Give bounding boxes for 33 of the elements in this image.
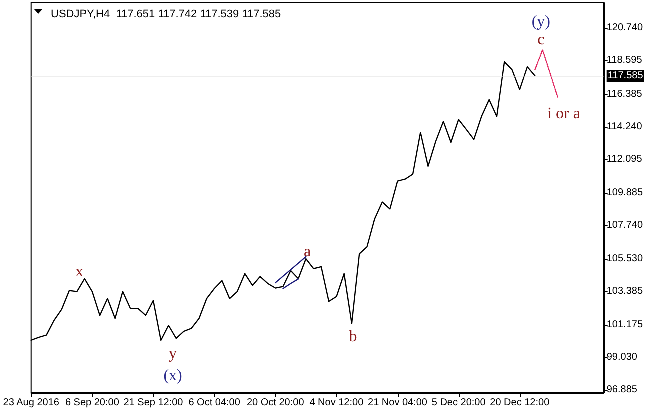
x-tick-label: 6 Sep 20:00 [65, 398, 120, 408]
annotation: (x) [164, 368, 182, 384]
annotation: b [349, 328, 358, 346]
line-series [275, 256, 307, 284]
annotation: (y) [532, 14, 550, 30]
y-tick-label: 120.740 [606, 22, 644, 34]
y-tick-label: 103.385 [606, 286, 644, 298]
x-tick-label: 20 Oct 20:00 [246, 398, 305, 408]
annotation: a [304, 244, 312, 260]
x-tick-label: 5 Dec 20:00 [432, 398, 486, 408]
y-tick-label: 96.885 [606, 384, 638, 396]
y-tick-label: 114.240 [606, 121, 643, 132]
y-tick-label: 105.530 [606, 254, 644, 265]
y-tick-label: 101.175 [606, 320, 644, 331]
ref-line-label: 117.585 [608, 70, 644, 82]
y-tick-label: 116.385 [606, 88, 643, 100]
x-tick-label: 6 Oct 04:00 [188, 398, 241, 408]
y-tick-label: 109.885 [606, 187, 644, 198]
x-tick-label: 21 Sep 12:00 [124, 398, 184, 408]
annotation: c [538, 32, 545, 48]
annotation: x [76, 264, 84, 280]
annotation: i or a [548, 106, 580, 122]
y-tick-label: 107.740 [606, 220, 644, 231]
y-tick-label: 112.095 [606, 154, 643, 165]
y-tick-label: 99.030 [606, 352, 638, 364]
line-series [534, 49, 559, 98]
y-tick-label: 118.595 [606, 55, 643, 66]
x-tick-label: 4 Nov 12:00 [310, 398, 364, 408]
annotation: y [169, 346, 178, 362]
x-tick-label: 21 Nov 04:00 [368, 398, 428, 408]
text: USDJPY,H4 117.651 117.742 117.539 117.585 [51, 8, 282, 20]
x-tick-label: 20 Dec 12:00 [490, 398, 550, 408]
x-tick-label: 23 Aug 2016 [3, 398, 60, 408]
